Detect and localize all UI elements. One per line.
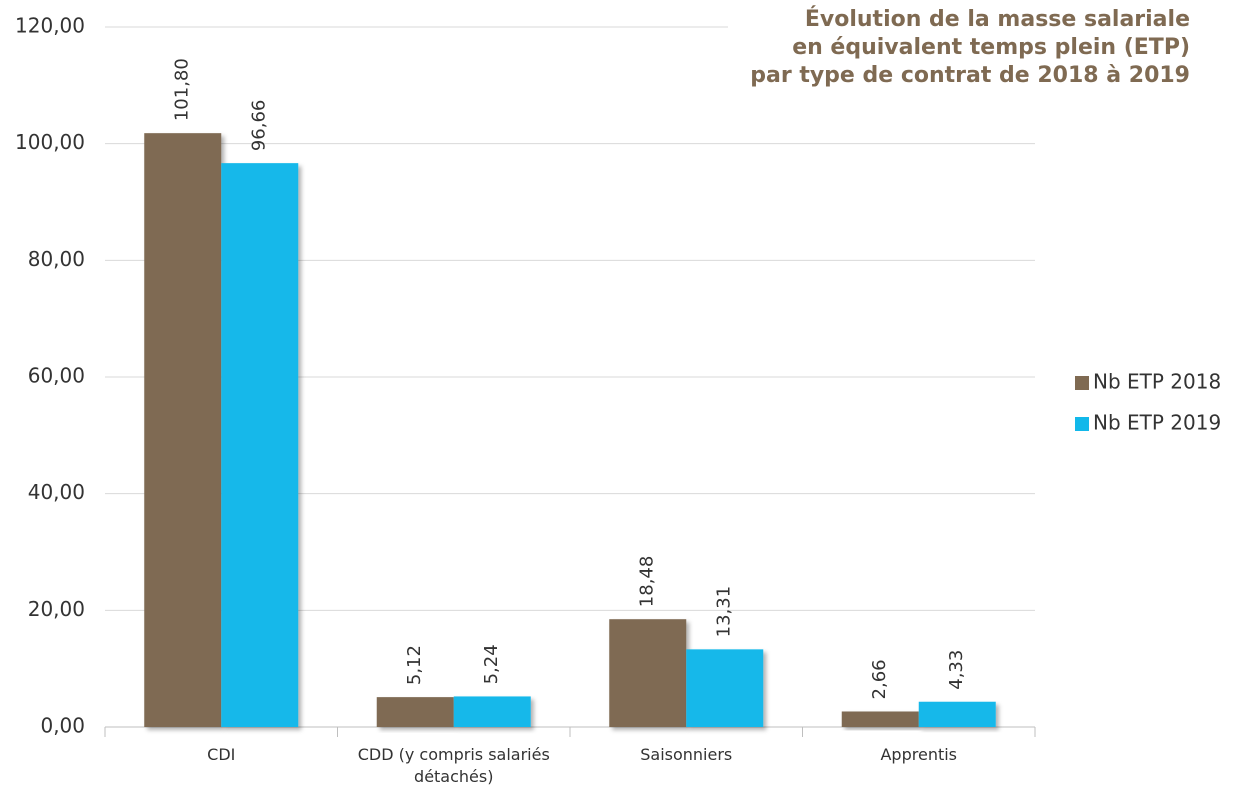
legend-swatch (1075, 376, 1089, 390)
y-tick-label: 80,00 (28, 247, 85, 271)
value-label: 4,33 (946, 650, 967, 690)
x-tick-label: Apprentis (880, 745, 958, 764)
y-tick-label: 40,00 (28, 480, 85, 504)
bar (221, 163, 299, 727)
legend-label: Nb ETP 2019 (1093, 411, 1221, 435)
value-label: 13,31 (714, 586, 735, 638)
bar (376, 697, 454, 727)
legend-label: Nb ETP 2018 (1093, 370, 1221, 394)
value-label: 101,80 (172, 58, 193, 121)
bar (686, 649, 764, 727)
y-tick-label: 20,00 (28, 597, 85, 621)
x-tick-label: CDI (207, 745, 236, 764)
chart-title: Évolution de la masse salariale (805, 6, 1190, 32)
bar (453, 696, 531, 727)
bar (841, 711, 919, 727)
y-tick-label: 100,00 (15, 130, 85, 154)
x-tick-label: CDD (y compris salariés détachés) (357, 745, 550, 786)
bar (918, 701, 996, 727)
y-tick-label: 120,00 (15, 14, 85, 38)
bar (609, 619, 687, 727)
chart-title: par type de contrat de 2018 à 2019 (750, 63, 1190, 88)
value-label: 18,48 (637, 556, 658, 608)
value-label: 5,24 (481, 644, 502, 684)
title-background (728, 0, 1208, 100)
x-tick-label: Saisonniers (640, 745, 733, 764)
value-label: 96,66 (249, 100, 270, 152)
legend-swatch (1075, 417, 1089, 431)
bar (144, 133, 222, 727)
value-label: 2,66 (869, 659, 890, 699)
y-tick-label: 0,00 (40, 714, 85, 738)
value-label: 5,12 (404, 645, 425, 685)
y-tick-label: 60,00 (28, 364, 85, 388)
chart-title: en équivalent temps plein (ETP) (792, 35, 1190, 60)
